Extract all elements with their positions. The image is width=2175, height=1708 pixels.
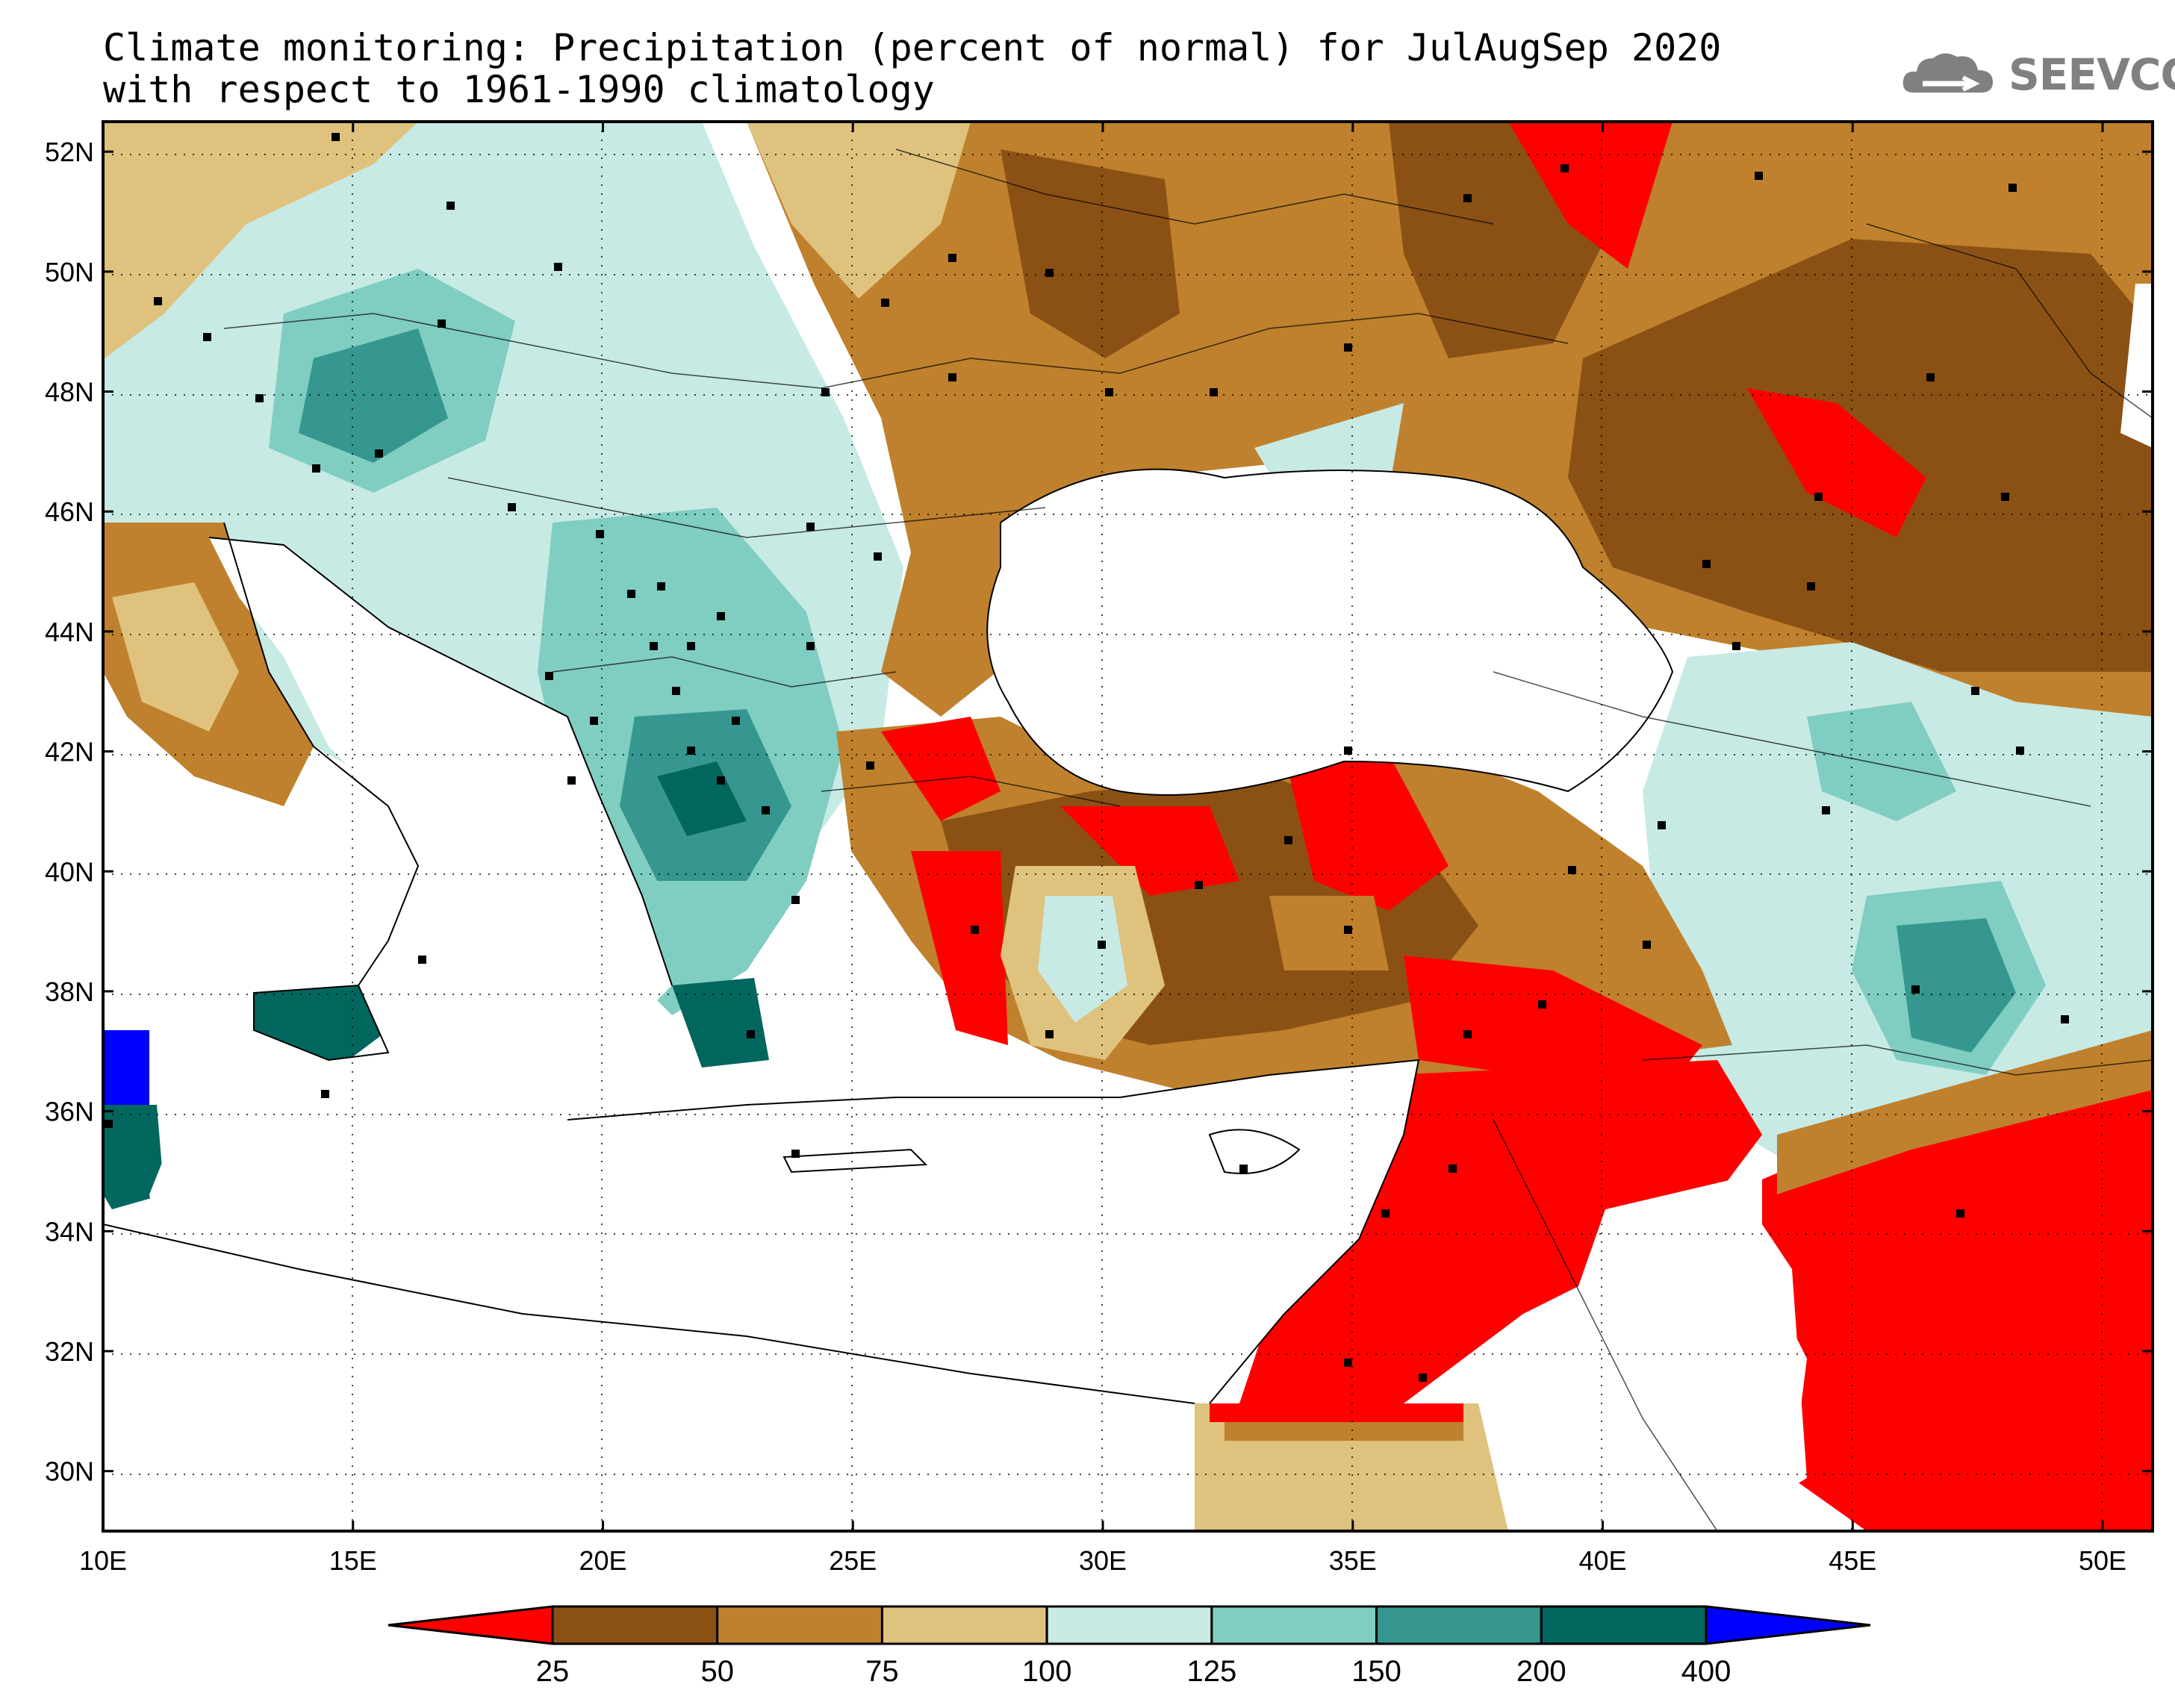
colorbar-box	[716, 1605, 883, 1645]
lat-tick-label: 30N	[45, 1456, 94, 1487]
lat-tick-label: 36N	[45, 1097, 94, 1127]
cloud-icon	[1902, 53, 1993, 93]
station-markers	[105, 133, 2069, 1382]
zone-below-25-central-anatolia	[1284, 754, 1449, 911]
zone-below-25-levant	[1239, 1060, 1762, 1403]
zone-below-25-marmara	[1060, 806, 1239, 896]
colorbar: 25 50 75 100 125 150 200 400	[388, 1605, 1871, 1688]
lon-tick-label: 40E	[1579, 1545, 1627, 1576]
colorbar-box	[1210, 1605, 1378, 1645]
colorbar-label: 125	[1186, 1655, 1236, 1688]
graticule	[103, 122, 2153, 1531]
colorbar-upper-triangle	[1705, 1605, 1871, 1645]
zone-below-25-sinai	[1210, 1403, 1463, 1422]
lat-tick-label: 46N	[45, 496, 94, 527]
lat-tick-label: 52N	[45, 137, 94, 167]
lon-tick-label: 50E	[2079, 1545, 2126, 1576]
lat-tick-label: 40N	[45, 856, 94, 887]
colorbar-box	[1375, 1605, 1543, 1645]
zone-50-75-zagros	[1777, 1030, 2153, 1194]
country-borders	[223, 149, 2153, 1531]
colorbar-box	[551, 1605, 719, 1645]
lon-tick-label: 35E	[1329, 1545, 1377, 1576]
lat-tick-label: 38N	[45, 976, 94, 1007]
lat-tick-label: 34N	[45, 1216, 94, 1247]
colorbar-label: 25	[536, 1655, 570, 1688]
precipitation-field	[103, 122, 2153, 1531]
north-africa-no-data	[103, 1224, 1195, 1531]
lon-tick-label: 20E	[579, 1545, 626, 1576]
black-sea	[987, 469, 1673, 795]
mediterranean-sea	[149, 537, 1419, 1403]
zone-75-100-northwest	[103, 122, 418, 358]
zone-below-25-southeast-turkey	[1404, 956, 1702, 1082]
lat-tick-label: 44N	[45, 617, 94, 647]
zone-75-100-italy	[112, 582, 239, 732]
lat-tick-label: 42N	[45, 737, 94, 767]
lon-tick-label: 30E	[1079, 1545, 1127, 1576]
longitude-labels: 10E 15E 20E 25E 30E 35E 40E 45E 50E	[79, 1545, 2126, 1576]
zone-above-400-tunisia	[103, 1030, 149, 1105]
arabia-no-data	[1531, 1179, 1807, 1531]
lon-tick-label: 15E	[329, 1545, 377, 1576]
logo-text: SEEVCCC	[2008, 49, 2175, 100]
lon-tick-label: 10E	[79, 1545, 127, 1576]
coastlines	[103, 468, 1674, 1404]
colorbar-box	[1045, 1605, 1213, 1645]
colorbar-label: 150	[1351, 1655, 1401, 1688]
colorbar-label: 100	[1022, 1655, 1072, 1688]
zone-below-25-russia-north	[1508, 122, 1673, 269]
zone-200-400-sicily	[254, 985, 388, 1060]
colorbar-lower-triangle	[388, 1605, 554, 1645]
lat-tick-label: 32N	[45, 1336, 94, 1367]
zone-50-75-konya	[1269, 896, 1389, 970]
map-title-line-1: Climate monitoring: Precipitation (perce…	[103, 26, 1722, 69]
colorbar-label: 400	[1681, 1655, 1731, 1688]
zone-100-125-lakes	[1038, 896, 1127, 1023]
map-frame	[102, 120, 2154, 1533]
lon-tick-label: 25E	[829, 1545, 877, 1576]
latitude-labels: 52N 50N 48N 46N 44N 42N 40N 38N 36N 34N 32N 30N	[45, 137, 94, 1486]
caspian-edge-no-data	[2120, 284, 2153, 448]
zone-below-25-iraq	[1762, 1075, 2153, 1531]
zone-150-200-iran	[1896, 918, 2016, 1053]
zone-below-25-volga	[1747, 388, 1926, 537]
axis-ticks	[102, 122, 2153, 1531]
colorbar-label: 50	[700, 1655, 734, 1688]
zone-75-100-poland	[747, 122, 971, 299]
lat-tick-label: 48N	[45, 377, 94, 408]
colorbar-box	[1540, 1605, 1708, 1645]
colorbar-label: 200	[1516, 1655, 1566, 1688]
map-subtitle: with respect to 1961-1990 climatology	[103, 68, 935, 111]
zone-200-400-peloponnese	[672, 978, 769, 1068]
zone-125-150-caucasus	[1807, 702, 1956, 821]
zone-25-50-belarus	[1001, 149, 1180, 358]
zone-below-25-thrace	[881, 717, 1001, 821]
colorbar-label: 75	[865, 1655, 899, 1688]
zone-below-25-aegean	[911, 851, 1008, 1045]
lon-tick-label: 45E	[1829, 1545, 1876, 1576]
zone-200-400-tunisia	[103, 1105, 164, 1209]
lat-tick-label: 50N	[45, 257, 94, 287]
seevccc-logo: SEEVCCC	[1900, 46, 2175, 106]
colorbar-box	[880, 1605, 1048, 1645]
